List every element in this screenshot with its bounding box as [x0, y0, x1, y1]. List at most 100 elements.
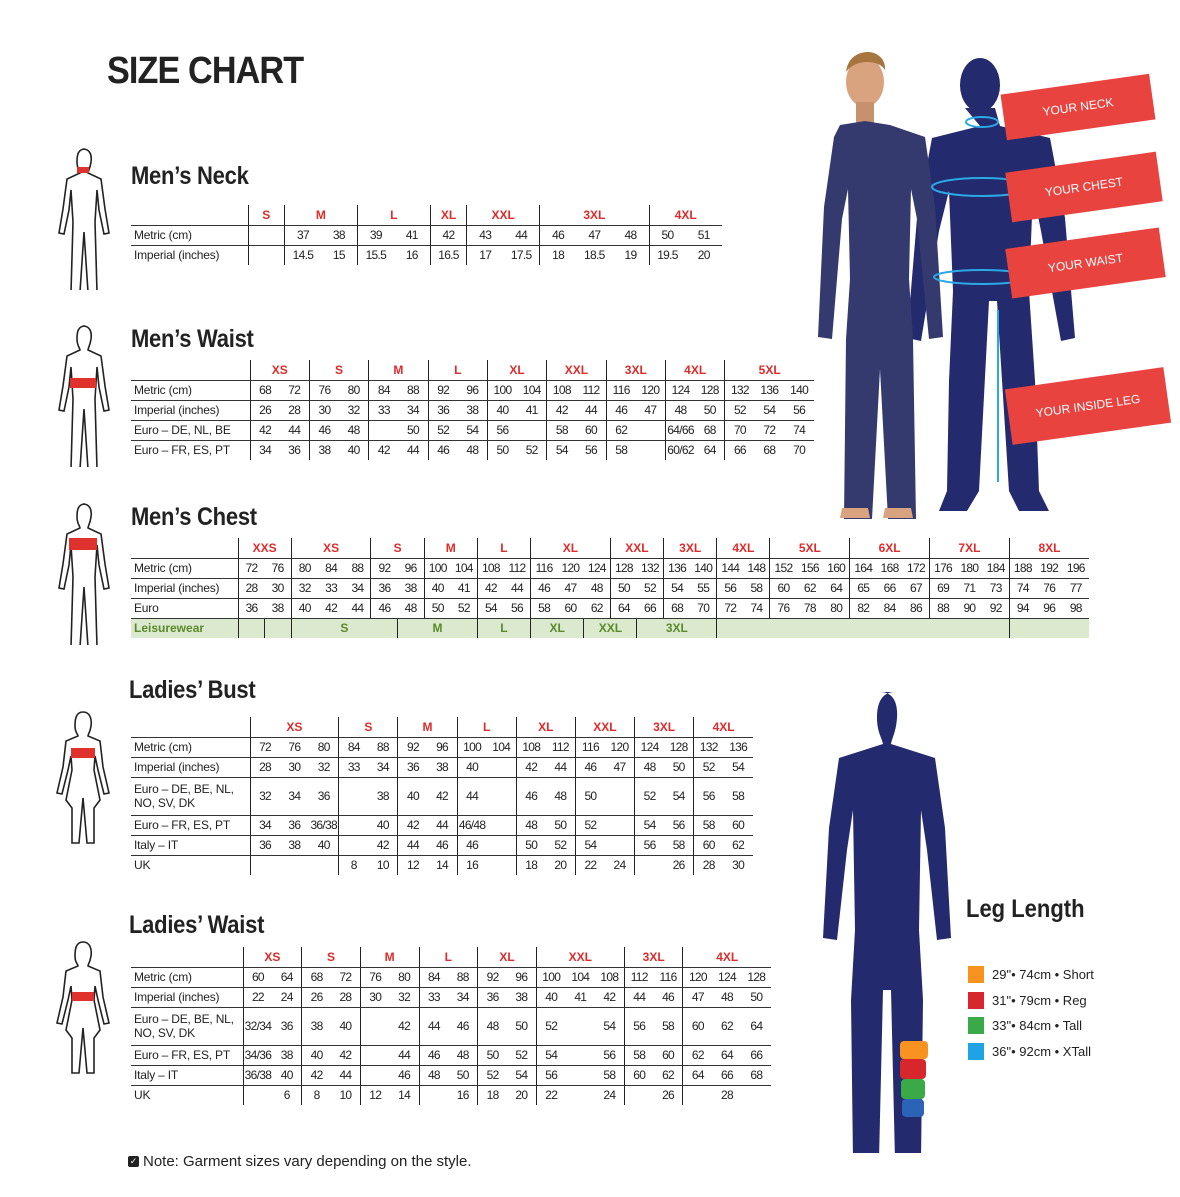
table-cell: 68 — [249, 380, 280, 401]
table-cell: 76 — [1035, 578, 1063, 599]
table-cell: 50 — [515, 835, 546, 856]
table-cell: 44 — [623, 987, 654, 1008]
table-cell — [338, 835, 369, 856]
table-cell: 73 — [982, 578, 1010, 599]
table-cell: 60 — [557, 598, 584, 619]
table-cell: 30 — [264, 578, 292, 599]
table-cell: 132 — [636, 558, 664, 579]
table-cell — [634, 855, 665, 875]
table-cell: 108 — [515, 737, 546, 758]
table-cell: 42 — [301, 1065, 331, 1086]
table-cell: 124 — [583, 558, 611, 579]
table-cell — [565, 1045, 595, 1066]
table-cell: 48 — [712, 987, 742, 1008]
table-cell: 90 — [956, 598, 983, 619]
table-cell: 80 — [823, 598, 850, 619]
size-label: XS — [249, 717, 339, 738]
size-label: XL — [515, 717, 576, 738]
table-cell: 52 — [545, 835, 576, 856]
table-cell: 84 — [368, 380, 399, 401]
table-cell: 10 — [376, 858, 390, 873]
leg-length-item: 33"• 84cm • Tall — [968, 1017, 1082, 1034]
table-cell: 168 — [876, 558, 903, 579]
table-cell: 16.5 — [429, 245, 467, 265]
size-label: XL — [429, 205, 467, 226]
table-cell — [486, 815, 517, 836]
table-cell: 112 — [623, 967, 654, 988]
table-cell: 34 — [368, 757, 398, 778]
table-cell: 42 — [368, 440, 399, 460]
table-cell: 32 — [339, 400, 369, 421]
table-cell: 144 — [716, 558, 744, 579]
table-row: Euro – DE, BE, NL, NO, SV, DK 32 34 36 38 40 4… — [131, 777, 753, 816]
table-cell: 56 — [585, 443, 598, 458]
table-cell: 40 — [456, 757, 487, 778]
table-cell: 14 — [398, 1088, 411, 1103]
table-cell: 44 — [344, 598, 371, 619]
table-cell: 46 — [418, 1045, 449, 1066]
size-header-row: XS S M L XL XXL 3XL 4XL 5XL — [131, 360, 814, 381]
table-cell: 46 — [515, 777, 546, 816]
row-label: Euro – FR, ES, PT — [131, 815, 251, 836]
table-cell — [359, 1065, 390, 1086]
table-cell: 112 — [545, 737, 576, 758]
row-label: UK — [131, 1085, 244, 1105]
table-cell: 47 — [604, 757, 635, 778]
ladies-waist-heading: Ladies’ Waist — [129, 911, 265, 939]
table-cell: 30 — [308, 400, 340, 421]
size-label: L — [476, 538, 531, 559]
table-cell — [486, 757, 517, 778]
table-cell: 24 — [603, 1088, 616, 1103]
table-row: Metric (cm) 60 64 68 72 76 80 84 88 92 96 100 104 108… — [131, 967, 771, 988]
table-cell: 124 — [712, 967, 742, 988]
table-cell — [338, 815, 369, 836]
table-cell: 38 — [264, 598, 292, 619]
table-cell: 156 — [796, 558, 824, 579]
table-cell: 184 — [982, 558, 1010, 579]
table-cell: 28 — [237, 578, 265, 599]
table-cell: 180 — [956, 558, 983, 579]
table-cell: 82 — [849, 598, 877, 619]
table-cell: 104 — [565, 967, 595, 988]
table-cell: 50 — [477, 1045, 507, 1066]
size-label: 8XL — [1008, 538, 1090, 559]
table-cell: 80 — [389, 967, 419, 988]
table-cell: 48 — [545, 777, 576, 816]
table-cell — [604, 777, 635, 816]
table-cell: 72 — [279, 380, 310, 401]
table-cell: 50 — [486, 440, 518, 460]
table-cell: 46 — [456, 835, 487, 856]
table-cell — [487, 855, 517, 875]
table-cell: 58 — [693, 815, 724, 836]
table-cell — [566, 1085, 595, 1105]
leg-length-label: 31"• 79cm • Reg — [992, 992, 1087, 1008]
table-cell: 52 — [724, 400, 755, 421]
table-cell: 28 — [693, 855, 724, 875]
table-cell: 120 — [682, 967, 713, 988]
header-blank — [131, 205, 249, 226]
table-cell: 50 — [545, 815, 576, 836]
table-cell: 64 — [703, 443, 717, 458]
table-cell: 56 — [623, 1007, 654, 1046]
table-cell: 38 — [301, 1007, 331, 1046]
table-cell: 74 — [1008, 578, 1036, 599]
table-cell: 104 — [486, 737, 517, 758]
male-body-waist-icon — [58, 325, 110, 467]
footnote: ✓ Note: Garment sizes vary depending on t… — [128, 1153, 472, 1170]
table-cell: 58 — [723, 777, 753, 816]
table-cell: 22 — [574, 855, 605, 875]
table-cell: 56 — [784, 400, 814, 421]
table-cell: 120 — [604, 737, 635, 758]
table-cell: 104 — [517, 380, 547, 401]
table-cell: 48 — [583, 578, 611, 599]
table-cell — [623, 1085, 654, 1105]
color-swatch — [968, 966, 984, 983]
table-cell: 80 — [309, 737, 339, 758]
table-cell: 172 — [902, 558, 930, 579]
table-cell: 132 — [693, 737, 724, 758]
table-cell: 38 — [308, 440, 340, 460]
color-swatch — [968, 991, 984, 1009]
table-cell: 42 — [331, 1045, 361, 1066]
table-cell: 112 — [503, 558, 531, 579]
table-cell: 128 — [741, 967, 771, 988]
